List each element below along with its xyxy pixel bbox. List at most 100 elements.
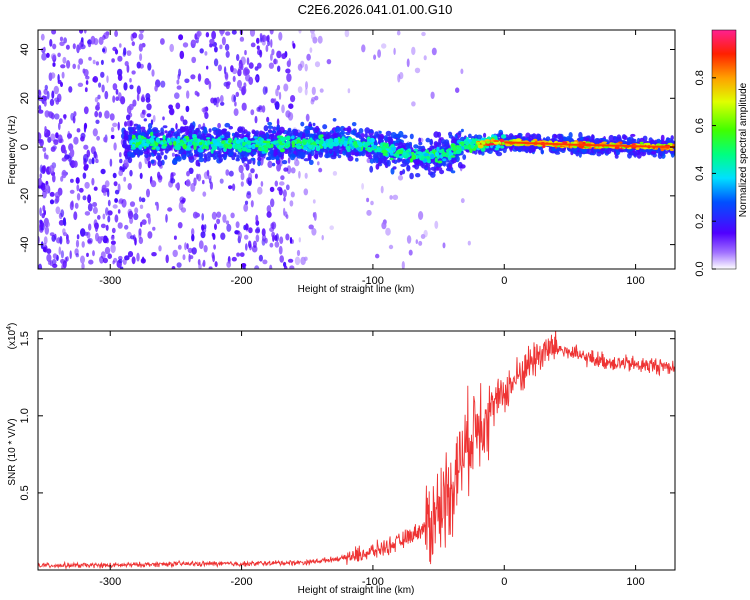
heatmap-cell xyxy=(365,141,371,146)
heatmap-cell xyxy=(277,152,282,158)
heatmap-cell xyxy=(130,152,135,158)
heatmap-cell xyxy=(60,176,64,182)
heatmap-cell xyxy=(117,183,121,192)
heatmap-cell xyxy=(285,233,290,241)
heatmap-cell xyxy=(74,202,79,209)
heatmap-cell xyxy=(224,122,231,128)
heatmap-cell xyxy=(406,235,412,244)
heatmap-cell xyxy=(157,174,163,183)
heatmap-cell xyxy=(57,52,61,58)
heatmap-cell xyxy=(421,164,427,169)
x-tick-label: 100 xyxy=(626,576,644,588)
heatmap-cell xyxy=(139,172,143,179)
heatmap-cell xyxy=(390,152,394,156)
colorbar-tick-label: 0.6 xyxy=(694,118,706,133)
heatmap-cell xyxy=(630,133,636,137)
heatmap-cell xyxy=(163,154,168,160)
heatmap-cell xyxy=(417,151,423,155)
heatmap-cell xyxy=(267,121,273,126)
heatmap-cell xyxy=(326,59,332,65)
heatmap-cell xyxy=(185,129,189,136)
heatmap-cell xyxy=(168,104,174,110)
heatmap-cell xyxy=(191,234,195,242)
heatmap-cell xyxy=(524,146,530,154)
heatmap-cell xyxy=(430,171,436,178)
heatmap-cell xyxy=(196,173,199,180)
heatmap-cell xyxy=(314,61,321,68)
snr-frame xyxy=(37,330,676,571)
heatmap-cell xyxy=(51,90,55,99)
heatmap-cell xyxy=(296,249,301,257)
heatmap-cell xyxy=(270,143,274,148)
heatmap-cell xyxy=(184,78,190,84)
heatmap-cell xyxy=(612,137,619,144)
heatmap-cell xyxy=(104,246,111,255)
heatmap-cell xyxy=(344,138,349,142)
heatmap-cell xyxy=(90,35,96,45)
heatmap-cell xyxy=(211,30,217,40)
heatmap-cell xyxy=(132,99,137,107)
heatmap-cell xyxy=(66,238,70,245)
heatmap-cell xyxy=(132,32,138,39)
heatmap-cell xyxy=(304,139,308,142)
heatmap-cell xyxy=(351,151,355,155)
heatmap-cell xyxy=(540,149,544,155)
heatmap-cell xyxy=(257,156,262,162)
heatmap-cell xyxy=(177,73,180,80)
heatmap-cell xyxy=(95,158,99,164)
heatmap-cell xyxy=(206,65,209,70)
heatmap-cell xyxy=(81,262,85,269)
heatmap-cell xyxy=(63,37,67,44)
heatmap-cell xyxy=(197,130,202,138)
heatmap-cell xyxy=(124,224,129,230)
heatmap-cell xyxy=(245,243,248,251)
heatmap-cell xyxy=(267,160,273,168)
heatmap-cell xyxy=(405,142,410,147)
heatmap-cell xyxy=(275,155,280,161)
heatmap-cell xyxy=(192,140,196,146)
heatmap-cell xyxy=(141,256,145,262)
heatmap-cell xyxy=(345,150,352,157)
heatmap-cell xyxy=(150,159,155,164)
heatmap-cell xyxy=(303,146,308,151)
heatmap-cell xyxy=(124,121,128,127)
heatmap-cell xyxy=(308,224,314,230)
heatmap-cell xyxy=(231,256,237,262)
heatmap-cell xyxy=(280,175,285,181)
heatmap-cell xyxy=(296,145,302,150)
heatmap-cell xyxy=(282,189,287,198)
heatmap-cell xyxy=(386,159,391,167)
heatmap-cell xyxy=(435,151,439,157)
heatmap-cell xyxy=(309,47,313,53)
heatmap-cell xyxy=(137,124,141,129)
x-tick-label: 100 xyxy=(626,275,644,287)
heatmap-cell xyxy=(436,142,442,148)
heatmap-cell xyxy=(50,146,56,152)
heatmap-cell xyxy=(217,122,222,129)
heatmap-cell xyxy=(235,91,240,97)
heatmap-cell xyxy=(76,128,81,133)
heatmap-cell xyxy=(243,82,247,88)
heatmap-cell xyxy=(254,265,260,269)
heatmap-cell xyxy=(238,133,245,139)
heatmap-cell xyxy=(388,244,394,250)
heatmap-cell xyxy=(102,48,106,53)
heatmap-cell xyxy=(86,231,91,239)
heatmap-cell xyxy=(87,194,92,204)
heatmap-cell xyxy=(271,231,275,238)
heatmap-cell xyxy=(439,169,445,175)
heatmap-cell xyxy=(294,256,301,266)
heatmap-cell xyxy=(278,145,282,150)
heatmap-cell xyxy=(278,91,282,100)
heatmap-cell xyxy=(411,101,416,107)
heatmap-cell xyxy=(54,113,60,120)
heatmap-cell xyxy=(455,149,460,154)
heatmap-cell xyxy=(50,133,56,142)
heatmap-cell xyxy=(427,166,431,173)
heatmap-cell xyxy=(300,256,306,266)
heatmap-cell xyxy=(138,161,142,170)
heatmap-cell xyxy=(87,203,93,212)
heatmap-cell xyxy=(254,173,258,179)
heatmap-cell xyxy=(180,207,187,213)
